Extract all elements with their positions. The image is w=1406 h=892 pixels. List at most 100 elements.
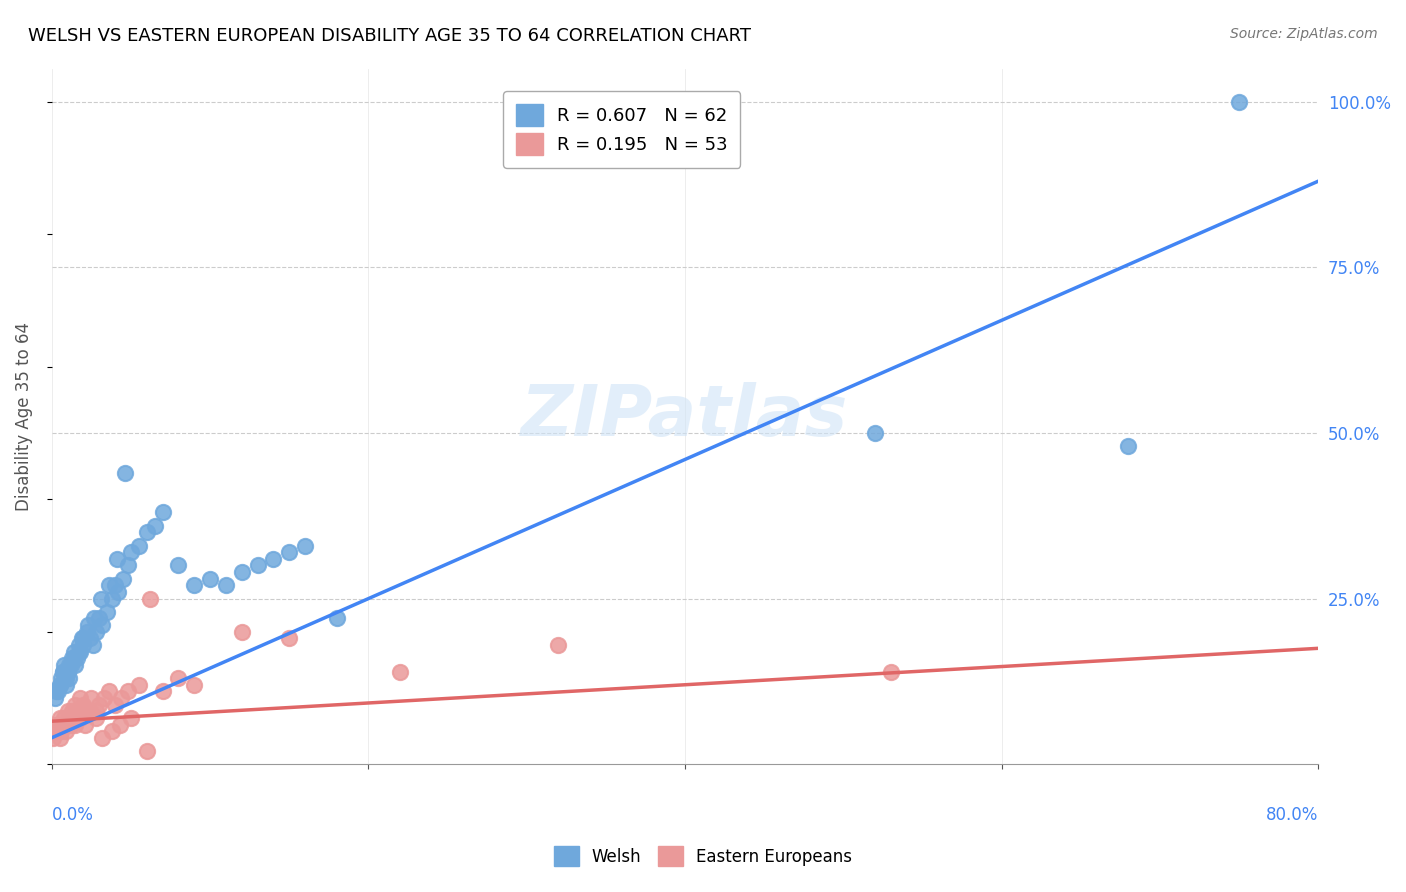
- Point: [84, 624, 107, 639]
- Point: [198, 572, 221, 586]
- Point: [52, 665, 75, 679]
- Point: [97, 578, 120, 592]
- Point: [69, 645, 91, 659]
- Point: [278, 545, 301, 559]
- Point: [389, 665, 412, 679]
- Point: [72, 638, 94, 652]
- Point: [108, 717, 131, 731]
- Point: [63, 645, 86, 659]
- Point: [110, 691, 132, 706]
- Point: [42, 724, 65, 739]
- Point: [111, 572, 134, 586]
- Point: [104, 578, 127, 592]
- Point: [53, 711, 76, 725]
- Point: [65, 717, 87, 731]
- Point: [90, 591, 112, 606]
- Point: [73, 717, 96, 731]
- Point: [104, 698, 127, 712]
- Text: ZIPatlas: ZIPatlas: [522, 382, 849, 450]
- Point: [120, 545, 142, 559]
- Point: [863, 425, 886, 440]
- Point: [58, 711, 80, 725]
- Point: [80, 691, 103, 706]
- Point: [139, 591, 162, 606]
- Point: [52, 665, 75, 679]
- Point: [246, 558, 269, 573]
- Point: [278, 632, 301, 646]
- Point: [79, 704, 101, 718]
- Point: [60, 651, 83, 665]
- Point: [135, 744, 157, 758]
- Point: [44, 691, 66, 706]
- Point: [880, 665, 903, 679]
- Point: [66, 651, 89, 665]
- Legend: R = 0.607   N = 62, R = 0.195   N = 53: R = 0.607 N = 62, R = 0.195 N = 53: [503, 92, 741, 168]
- Point: [91, 618, 114, 632]
- Point: [44, 717, 66, 731]
- Point: [55, 678, 77, 692]
- Point: [48, 731, 70, 745]
- Point: [79, 632, 101, 646]
- Point: [105, 552, 128, 566]
- Point: [55, 671, 77, 685]
- Point: [1227, 95, 1250, 109]
- Point: [63, 711, 86, 725]
- Point: [65, 698, 87, 712]
- Point: [91, 731, 114, 745]
- Point: [547, 638, 569, 652]
- Point: [93, 691, 115, 706]
- Point: [1116, 439, 1139, 453]
- Legend: Welsh, Eastern Europeans: Welsh, Eastern Europeans: [546, 838, 860, 875]
- Point: [56, 704, 79, 718]
- Point: [42, 731, 65, 745]
- Point: [48, 711, 70, 725]
- Point: [83, 611, 105, 625]
- Point: [107, 585, 129, 599]
- Point: [167, 671, 190, 685]
- Point: [55, 724, 77, 739]
- Point: [128, 539, 150, 553]
- Point: [82, 638, 104, 652]
- Point: [53, 657, 76, 672]
- Point: [59, 717, 82, 731]
- Point: [231, 624, 253, 639]
- Point: [152, 684, 174, 698]
- Point: [45, 684, 67, 698]
- Point: [70, 632, 93, 646]
- Point: [128, 678, 150, 692]
- Point: [52, 717, 75, 731]
- Point: [69, 711, 91, 725]
- Point: [152, 506, 174, 520]
- Text: 80.0%: 80.0%: [1265, 806, 1319, 824]
- Point: [51, 724, 73, 739]
- Point: [167, 558, 190, 573]
- Point: [67, 638, 90, 652]
- Point: [76, 624, 98, 639]
- Point: [48, 678, 70, 692]
- Point: [56, 665, 79, 679]
- Point: [114, 466, 136, 480]
- Point: [77, 618, 100, 632]
- Point: [76, 704, 98, 718]
- Point: [48, 678, 70, 692]
- Point: [72, 632, 94, 646]
- Point: [52, 717, 75, 731]
- Point: [101, 591, 124, 606]
- Point: [55, 717, 77, 731]
- Point: [63, 651, 86, 665]
- Point: [72, 698, 94, 712]
- Point: [120, 711, 142, 725]
- Point: [143, 518, 166, 533]
- Point: [231, 565, 253, 579]
- Point: [183, 578, 205, 592]
- Point: [101, 724, 124, 739]
- Point: [69, 691, 91, 706]
- Point: [45, 724, 67, 739]
- Point: [294, 539, 316, 553]
- Point: [84, 704, 107, 718]
- Point: [51, 671, 73, 685]
- Point: [215, 578, 238, 592]
- Text: 0.0%: 0.0%: [52, 806, 94, 824]
- Text: Source: ZipAtlas.com: Source: ZipAtlas.com: [1230, 27, 1378, 41]
- Point: [67, 645, 90, 659]
